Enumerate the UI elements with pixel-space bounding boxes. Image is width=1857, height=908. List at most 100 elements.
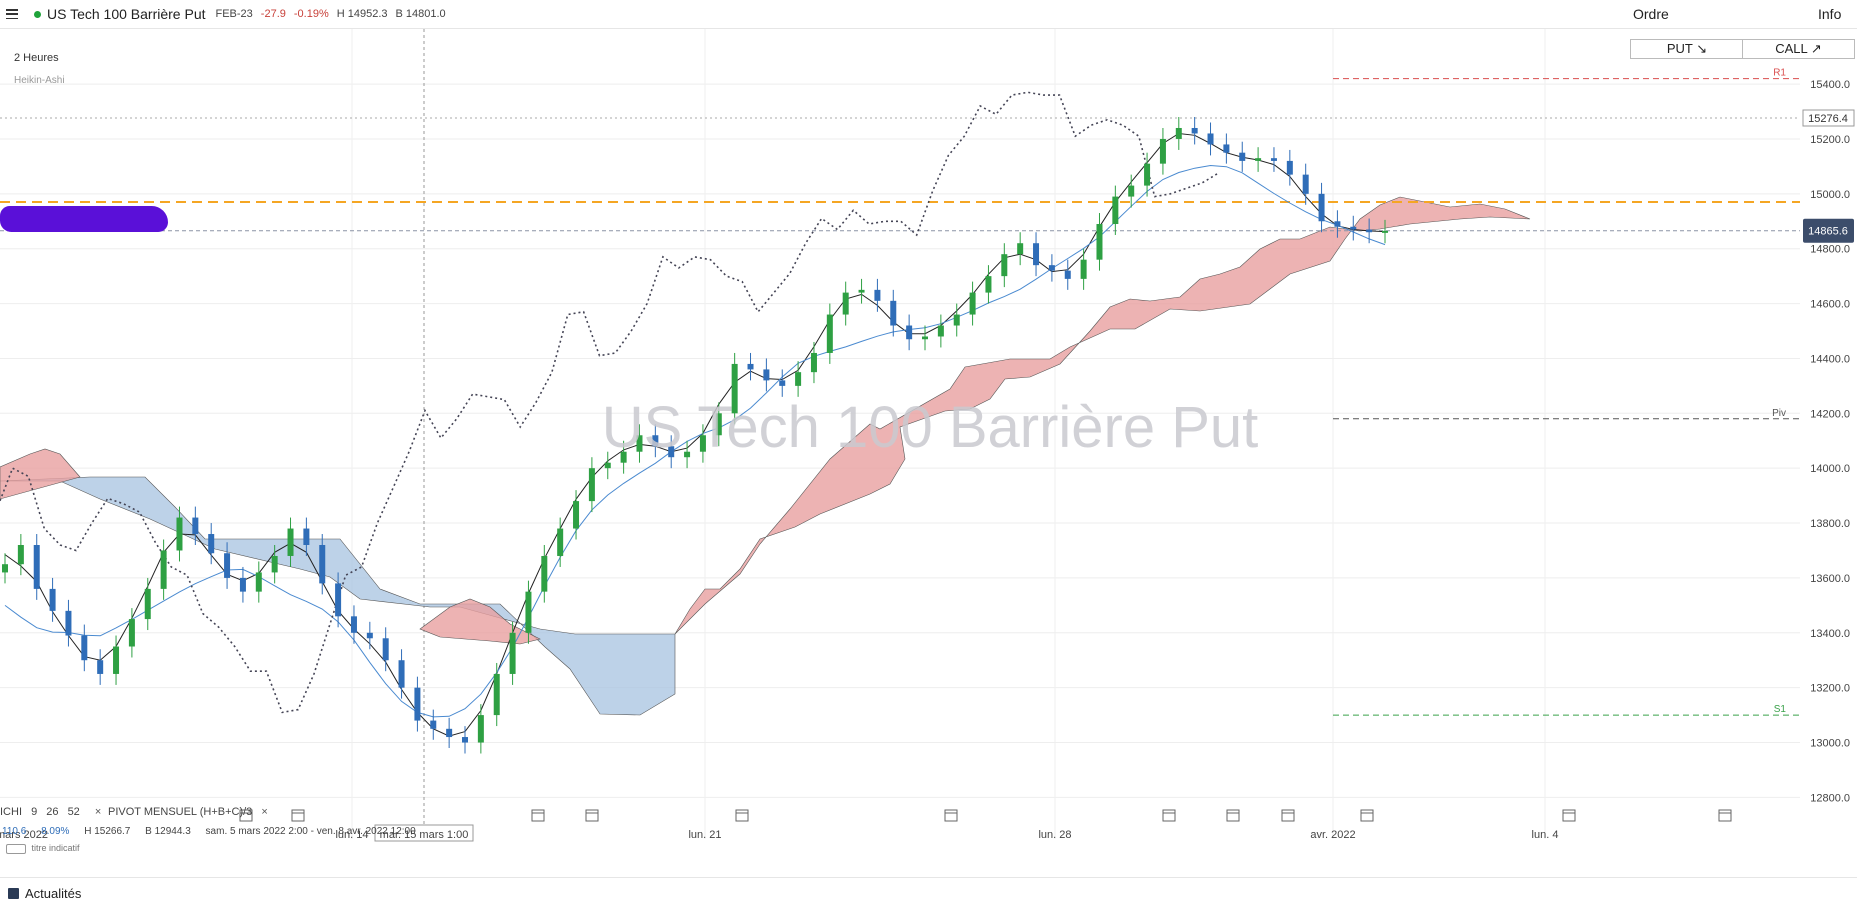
x-tick-label-4: lun. 28 bbox=[1038, 829, 1071, 841]
close-ichimoku-icon[interactable]: × bbox=[94, 806, 102, 818]
stat-change: 110.6 bbox=[2, 826, 27, 837]
news-bar[interactable]: Actualités bbox=[0, 877, 1857, 908]
market-open-icon bbox=[34, 10, 41, 18]
candle-body-64 bbox=[1017, 243, 1024, 255]
pivot-period: MENSUEL bbox=[143, 806, 197, 818]
y-tick-label-4: 13600.0 bbox=[1810, 573, 1850, 585]
candle-body-43 bbox=[684, 451, 691, 458]
y-tick-label-0: 12800.0 bbox=[1810, 792, 1850, 804]
news-label[interactable]: Actualités bbox=[25, 885, 82, 901]
close-pivot-icon[interactable]: × bbox=[261, 806, 268, 818]
pivot-levels: R1 Piv S1 bbox=[0, 68, 1800, 716]
candle-body-41 bbox=[652, 435, 659, 447]
candle-body-11 bbox=[176, 517, 183, 551]
candle-body-57 bbox=[906, 325, 913, 340]
x-axis: mars 2022 lun. 14 mar. 15 mars 1:00 lun. 21… bbox=[0, 809, 1732, 842]
candle-body-27 bbox=[430, 720, 437, 729]
calendar-event-icon-0 bbox=[239, 809, 253, 822]
pivot-label-r1: R1 bbox=[1773, 68, 1786, 79]
candle-body-4 bbox=[65, 610, 72, 636]
kijun-line bbox=[4, 164, 1386, 718]
candle-body-7 bbox=[113, 646, 120, 674]
candle-body-56 bbox=[890, 300, 897, 326]
candle-body-74 bbox=[1175, 127, 1182, 139]
crosshair-x-box bbox=[374, 824, 474, 842]
x-tick-group-5: avr. 2022 bbox=[1310, 829, 1355, 841]
candle-body-9 bbox=[144, 588, 151, 620]
candle-body-30 bbox=[477, 715, 484, 743]
candle-body-48 bbox=[763, 369, 770, 381]
candle-body-51 bbox=[810, 352, 817, 373]
x-tick-label-2: mar. 15 mars 1:00 bbox=[380, 829, 469, 841]
hint-text: titre indicatif bbox=[31, 843, 80, 853]
stat-period: sam. 5 mars 2022 2:00 - ven. 8 avr. 2022… bbox=[205, 826, 416, 837]
kumo-bull-area-2 bbox=[419, 598, 541, 645]
calendar-event-icon-1 bbox=[291, 809, 305, 822]
ichimoku-param-2: 26 bbox=[46, 806, 59, 818]
calendar-event-icon-3 bbox=[585, 809, 599, 822]
chart-style-label[interactable]: Heikin-Ashi bbox=[14, 75, 65, 86]
candle-body-52 bbox=[826, 314, 833, 353]
candle-body-5 bbox=[81, 635, 88, 661]
y-tick-label-5: 13800.0 bbox=[1810, 518, 1850, 530]
candle-body-59 bbox=[937, 325, 944, 337]
calendar-event-icon-5 bbox=[944, 809, 958, 822]
candle-body-21 bbox=[335, 583, 342, 617]
candle-body-0 bbox=[2, 564, 8, 573]
ichimoku-legend[interactable]: ICHI 9 26 52 × bbox=[0, 806, 107, 818]
ichimoku-param-3: 52 bbox=[67, 806, 80, 818]
candle-body-68 bbox=[1080, 259, 1087, 279]
pivot-label-s1: S1 bbox=[1774, 704, 1787, 715]
indicator-lines bbox=[0, 91, 1386, 737]
price-tags: 15276.4 14865.6 bbox=[1802, 109, 1855, 243]
calendar-event-icon-10 bbox=[1562, 809, 1576, 822]
candle-body-71 bbox=[1128, 185, 1135, 197]
kumo-bull-area-1 bbox=[0, 448, 81, 500]
candle-body-20 bbox=[319, 544, 326, 584]
candle-body-1 bbox=[17, 544, 24, 565]
calendar-event-icon-2 bbox=[531, 809, 545, 822]
calendar-event-icon-6 bbox=[1162, 809, 1176, 822]
pivot-legend[interactable]: PIVOT MENSUEL (H+B+C)/3 × bbox=[108, 806, 268, 818]
stats-row: 110.6 8.09% H 15266.7 B 12944.3 sam. 5 m… bbox=[2, 826, 428, 837]
candle-body-55 bbox=[874, 289, 881, 301]
candle-body-19 bbox=[303, 528, 310, 545]
chart-grid bbox=[0, 29, 1800, 839]
x-tick-group-6: lun. 4 bbox=[1532, 829, 1559, 841]
candle-body-36 bbox=[573, 501, 580, 529]
calendar-event-icon-9 bbox=[1360, 809, 1374, 822]
pivot-label-piv: Piv bbox=[1772, 408, 1786, 419]
news-icon bbox=[8, 887, 19, 899]
candle-body-33 bbox=[525, 591, 532, 633]
menu-icon[interactable] bbox=[6, 9, 18, 19]
pivot-formula: (H+B+C)/3 bbox=[199, 806, 253, 818]
calendar-event-icon-8 bbox=[1281, 809, 1295, 822]
candle-body-44 bbox=[699, 435, 706, 452]
high-price-tag-text: 15276.4 bbox=[1808, 113, 1848, 125]
candle-body-39 bbox=[620, 451, 627, 463]
kumo-bull-area-3 bbox=[674, 196, 1531, 635]
candle-body-28 bbox=[446, 728, 453, 738]
put-button[interactable]: PUT ↘ bbox=[1630, 39, 1744, 59]
candle-body-54 bbox=[858, 289, 865, 293]
stat-high: H 15266.7 bbox=[84, 826, 131, 837]
y-tick-label-8: 14400.0 bbox=[1810, 353, 1850, 365]
candle-body-31 bbox=[493, 673, 500, 716]
candle-body-35 bbox=[557, 528, 564, 556]
candle-body-86 bbox=[1366, 229, 1373, 233]
candle-body-38 bbox=[604, 462, 611, 469]
ordre-link[interactable]: Ordre bbox=[1633, 6, 1669, 22]
y-tick-label-12: 15200.0 bbox=[1810, 134, 1850, 146]
call-button[interactable]: CALL ↗ bbox=[1742, 39, 1855, 59]
candle-body-45 bbox=[715, 413, 722, 436]
toggle-icon[interactable] bbox=[6, 843, 26, 854]
candle-body-53 bbox=[842, 292, 849, 315]
ichimoku-param-1: 9 bbox=[31, 806, 38, 818]
timeframe-label[interactable]: 2 Heures bbox=[14, 52, 59, 64]
y-tick-label-9: 14600.0 bbox=[1810, 299, 1850, 311]
candle-body-82 bbox=[1302, 174, 1309, 194]
candle-body-79 bbox=[1255, 158, 1262, 161]
x-tick-label-0: mars 2022 bbox=[0, 829, 48, 841]
info-link[interactable]: Info bbox=[1818, 6, 1842, 22]
price-chart[interactable]: R1 Piv S1 US Tech 100 Barrière Put 12800.0… bbox=[0, 29, 1857, 879]
